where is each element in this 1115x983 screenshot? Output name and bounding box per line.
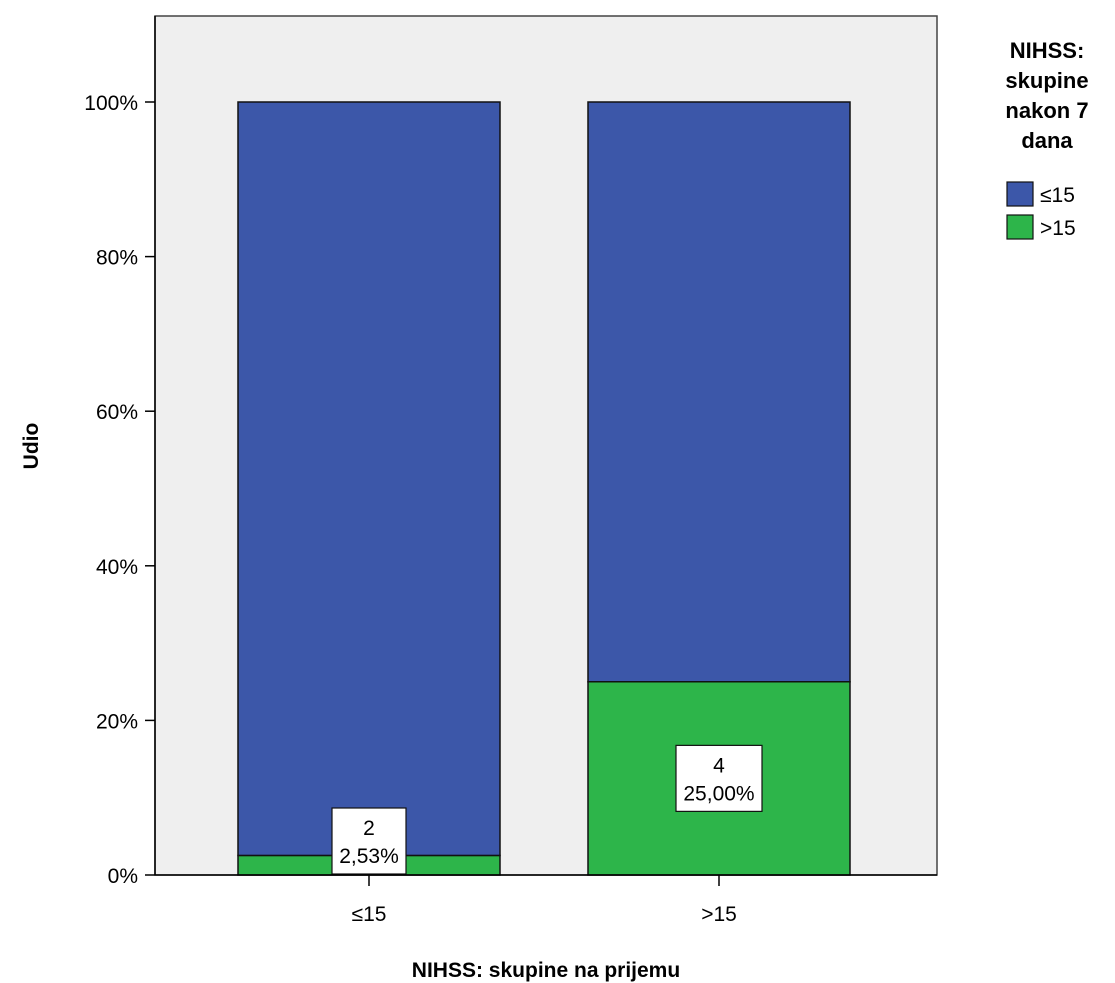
- y-axis-ticks: 0% 20% 40% 60% 80% 100%: [84, 92, 155, 888]
- x-tick-label: >15: [701, 903, 737, 926]
- data-label-count-2: 4: [713, 754, 725, 777]
- legend-item-label: >15: [1040, 217, 1076, 240]
- data-label-box-2: [675, 744, 763, 812]
- legend: NIHSS: skupine nakon 7 dana ≤15 >15: [1005, 38, 1088, 240]
- y-tick-label: 80%: [96, 247, 138, 270]
- data-labels-group: 2 2,53% 4 25,00%: [331, 744, 763, 875]
- x-axis-title: NIHSS: skupine na prijemu: [412, 959, 680, 982]
- legend-title-line: dana: [1021, 128, 1073, 153]
- x-tick-label: ≤15: [352, 903, 387, 926]
- bar-2-series-2: [587, 101, 851, 683]
- y-tick-label: 100%: [84, 92, 138, 115]
- y-tick-label: 60%: [96, 401, 138, 424]
- y-tick-label: 0%: [108, 865, 138, 888]
- data-label-percent-2: 25,00%: [683, 782, 754, 805]
- y-axis-title: Udio: [20, 423, 43, 470]
- legend-title-line: skupine: [1005, 68, 1088, 93]
- data-label-percent-1: 2,53%: [339, 845, 399, 868]
- legend-swatch: [1006, 181, 1034, 207]
- legend-item-label: ≤15: [1040, 184, 1075, 207]
- legend-title-line: nakon 7: [1005, 98, 1088, 123]
- legend-title-line: NIHSS:: [1010, 38, 1085, 63]
- data-label-box-1: [331, 807, 407, 875]
- data-label-count-1: 2: [363, 817, 375, 840]
- y-tick-label: 40%: [96, 556, 138, 579]
- x-axis-ticks: ≤15 >15: [352, 875, 737, 926]
- bar-1-series-2: [237, 101, 501, 857]
- y-tick-label: 20%: [96, 710, 138, 733]
- bars-group: [237, 101, 851, 876]
- legend-swatch: [1006, 214, 1034, 240]
